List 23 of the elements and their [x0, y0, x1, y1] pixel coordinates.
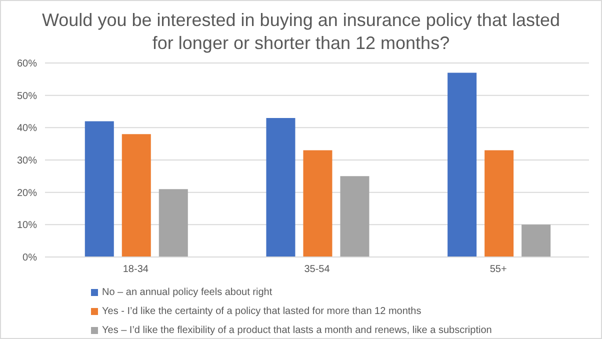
bar: [340, 176, 370, 257]
bar: [158, 189, 188, 257]
bar: [303, 150, 332, 257]
y-tick-label: 10%: [16, 220, 38, 232]
bar: [484, 150, 514, 257]
bar: [448, 72, 477, 257]
x-tick-label: 55+: [490, 264, 507, 276]
y-tick-label: 30%: [16, 156, 38, 167]
y-tick-label: 50%: [16, 90, 38, 102]
bar: [266, 118, 296, 257]
y-tick-label: 0%: [22, 252, 38, 264]
bar: [84, 121, 114, 257]
bar: [122, 134, 151, 257]
chart-title: Would you be interested in buying an insurance policy that lasted for longer or shorter than 12 months?: [41, 9, 561, 55]
y-tick-label: 40%: [16, 123, 38, 134]
x-tick-label: 18-34: [122, 264, 149, 276]
y-tick-label: 60%: [16, 58, 38, 70]
legend-label: Yes - I’d like the certainty of a policy that lasted for more than 12 months: [102, 305, 422, 319]
bar: [522, 224, 551, 257]
x-tick-label: 35-54: [304, 264, 330, 276]
legend-label: Yes – I’d like the flexibility of a product that lasts a month and renews, like a subscription: [102, 324, 492, 338]
y-tick-label: 20%: [16, 188, 38, 199]
legend-label: No – an annual policy feels about right: [102, 286, 272, 300]
